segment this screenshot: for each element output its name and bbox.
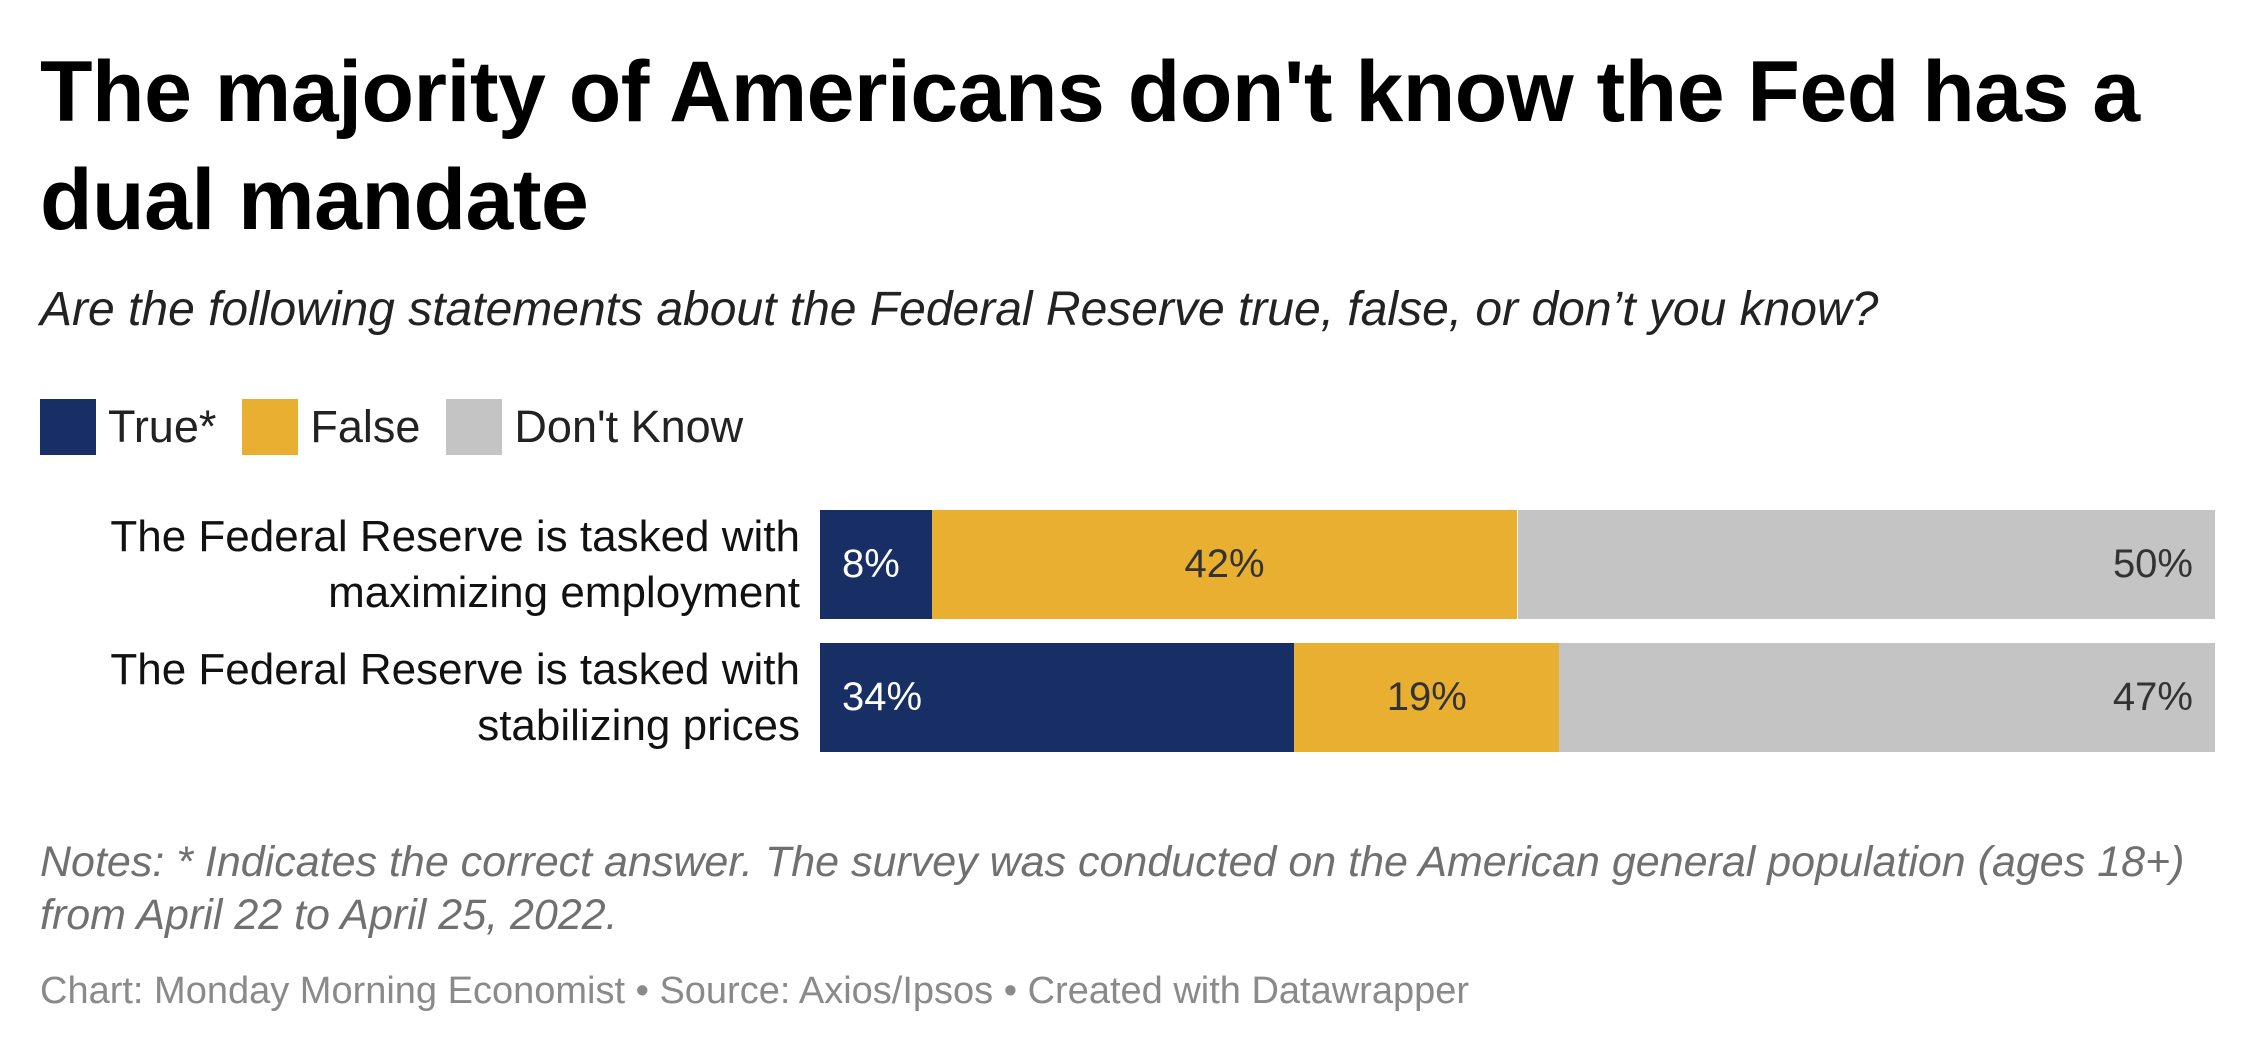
- chart-title: The majority of Americans don't know the…: [40, 44, 2140, 248]
- legend-item: Don't Know: [446, 399, 743, 455]
- legend-swatch: [446, 399, 503, 455]
- legend-item: True*: [40, 399, 216, 455]
- legend-label: Don't Know: [514, 401, 744, 452]
- legend-swatch: [242, 399, 299, 455]
- category-label-line: stabilizing prices: [477, 700, 800, 750]
- bar-segment: 47%: [1559, 643, 2215, 752]
- bar-segment: 8%: [820, 510, 932, 619]
- data-label: 42%: [1184, 542, 1265, 586]
- data-label: 19%: [1386, 675, 1467, 719]
- chart-notes: Notes: * Indicates the correct answer. T…: [40, 838, 2185, 939]
- category-label: The Federal Reserve is tasked with stabil…: [110, 642, 800, 754]
- data-label: 34%: [842, 675, 923, 719]
- category-label: The Federal Reserve is tasked with maximi…: [110, 509, 800, 621]
- chart-footer: Chart: Monday Morning Economist • Source…: [40, 970, 1470, 1012]
- legend-label: False: [310, 401, 421, 452]
- category-label-line: maximizing employment: [328, 567, 800, 617]
- data-label: 50%: [2112, 542, 2193, 586]
- legend-swatch: [40, 399, 96, 455]
- legend: True* False Don't Know: [40, 399, 769, 455]
- category-label-line: The Federal Reserve is tasked with: [110, 511, 800, 561]
- legend-item: False: [242, 399, 420, 455]
- bar-segment: 19%: [1294, 643, 1560, 752]
- legend-label: True*: [108, 401, 217, 452]
- chart-subtitle: Are the following statements about the F…: [40, 283, 1879, 336]
- category-label-line: The Federal Reserve is tasked with: [110, 644, 800, 694]
- data-label: 8%: [842, 542, 900, 586]
- data-label: 47%: [2112, 675, 2193, 719]
- bar-segment: 42%: [931, 510, 1518, 619]
- bar-segment: 50%: [1517, 510, 2215, 619]
- bar-segment: 34%: [820, 643, 1295, 752]
